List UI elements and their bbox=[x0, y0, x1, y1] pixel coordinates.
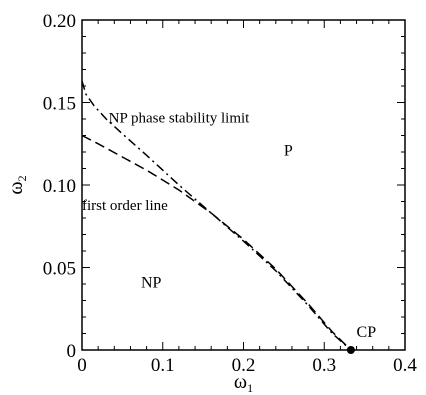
x-axis-label-main: ω bbox=[234, 371, 247, 393]
x-tick-label: 0 bbox=[77, 355, 87, 376]
first-order-line bbox=[81, 134, 352, 351]
y-tick-label: 0.05 bbox=[43, 259, 76, 280]
y-axis-label-sub: 2 bbox=[15, 175, 29, 181]
annotation-label: P bbox=[284, 142, 293, 159]
x-tick-label: 0.3 bbox=[312, 355, 336, 376]
curves-layer bbox=[81, 80, 352, 351]
x-tick-label: 0.2 bbox=[232, 355, 256, 376]
y-tick-label: 0.15 bbox=[43, 94, 76, 115]
x-tick-label: 0.4 bbox=[393, 355, 417, 376]
np-stability-limit-line bbox=[81, 80, 352, 351]
annotation-label: CP bbox=[357, 324, 377, 341]
plot-frame bbox=[81, 19, 406, 351]
x-axis-label: ω1 bbox=[234, 371, 253, 395]
x-tick-label: 0.1 bbox=[151, 355, 175, 376]
y-tick-label: 0.20 bbox=[43, 11, 76, 32]
annotation-label: NP phase stability limit bbox=[109, 110, 251, 126]
y-tick-label: 0 bbox=[67, 341, 77, 362]
y-axis-label-main: ω bbox=[5, 181, 27, 194]
ticks-layer: 0 0.1 0.2 0.3 0.4 0 0.05 0.10 0.15 0.20 bbox=[43, 11, 418, 376]
x-axis-label-sub: 1 bbox=[247, 381, 253, 395]
critical-point-marker bbox=[346, 346, 355, 354]
annotation-label: NP bbox=[141, 274, 162, 291]
points-layer bbox=[346, 346, 355, 354]
y-axis-label: ω2 bbox=[5, 175, 29, 194]
y-tick-label: 0.10 bbox=[43, 176, 76, 197]
annotation-label: first order line bbox=[82, 198, 168, 214]
